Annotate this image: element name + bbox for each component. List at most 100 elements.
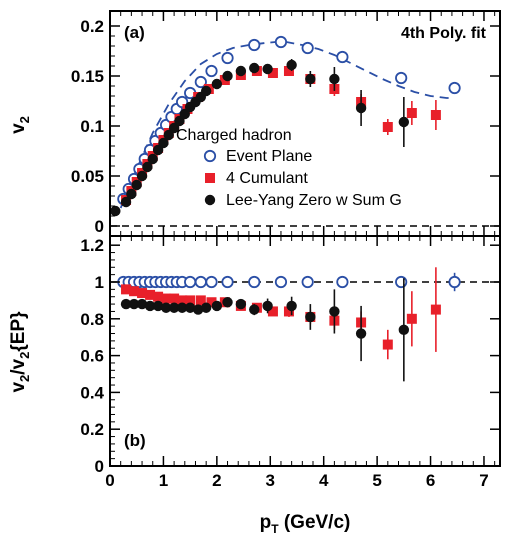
panel-a-event-plane-point bbox=[274, 35, 288, 49]
panel-b: 00.20.40.60.811.20 1 2 3 4 5 6 7 (b) v2/v2{EP} … bbox=[8, 235, 501, 536]
panel-a-lee-yang-zero-w-sum-g-point bbox=[222, 70, 233, 82]
panel-a-lee-yang-zero-w-sum-g-point bbox=[136, 170, 148, 182]
panel-b-event-plane-point bbox=[395, 275, 408, 289]
panel-a-4-cumulant-point bbox=[267, 68, 278, 78]
panel-a-4-cumulant-point bbox=[283, 66, 294, 76]
panel-b-4-cumulant-point bbox=[267, 306, 278, 317]
panel-b-lee-yang-zero-w-sum-g-point bbox=[262, 300, 273, 312]
panel-b-event-plane-point bbox=[448, 275, 461, 289]
panel-b-4-cumulant-point bbox=[406, 313, 417, 324]
panel-b-4-cumulant-point bbox=[283, 306, 294, 317]
panel-b-ylabel-end: {EP} bbox=[8, 311, 29, 352]
x-axis-label-sub: T bbox=[271, 522, 279, 536]
panel-a-event-plane-point bbox=[448, 81, 461, 95]
panel-b-lee-yang-zero-w-sum-g-point bbox=[235, 298, 247, 310]
panel-b-ytick-label: 1.2 bbox=[80, 236, 104, 255]
panel-a-event-plane-point bbox=[194, 75, 207, 89]
panel-a-ytick-label: 0.2 bbox=[80, 17, 104, 36]
panel-a-lee-yang-zero-w-sum-g-point bbox=[110, 205, 121, 217]
panel-b-xtick-label: 4 bbox=[319, 471, 329, 490]
panel-b-lee-yang-zero-w-sum-g-point bbox=[305, 311, 316, 323]
panel-b-lee-yang-zero-w-sum-g-point bbox=[398, 324, 410, 336]
panel-a-ytick-label: 0.05 bbox=[71, 167, 104, 186]
x-axis-label-main: p bbox=[260, 512, 272, 533]
panel-b-4-cumulant-point bbox=[121, 284, 132, 295]
panel-b-4-cumulant-point bbox=[161, 293, 172, 304]
panel-b-lee-yang-zero-w-sum-g-point bbox=[249, 304, 260, 315]
panel-b-event-plane-point bbox=[205, 275, 218, 289]
panel-b-4-cumulant-point bbox=[137, 288, 148, 299]
legend-label: Event Plane bbox=[226, 148, 312, 165]
panel-b-frame bbox=[109, 235, 501, 467]
panel-b-4-cumulant-point bbox=[185, 295, 196, 306]
x-axis-label-tail: (GeV/c) bbox=[279, 512, 351, 533]
panel-a-lee-yang-zero-w-sum-g-point bbox=[142, 161, 153, 173]
panel-b-ylabel-main: v bbox=[8, 382, 29, 393]
panel-b-lee-yang-zero-w-sum-g-point bbox=[222, 297, 233, 308]
panel-b-event-plane-point bbox=[221, 275, 234, 289]
panel-b-lee-yang-zero-w-sum-g-point bbox=[192, 304, 204, 315]
legend-marker-4-cumulant bbox=[205, 173, 215, 183]
panel-b-lee-yang-zero-w-sum-g-point bbox=[168, 302, 180, 313]
panel-a-lee-yang-zero-w-sum-g-point bbox=[147, 153, 158, 165]
panel-a-4-cumulant-point bbox=[382, 122, 393, 132]
panel-b-xtick-label: 6 bbox=[426, 471, 435, 490]
panel-b-event-plane-point bbox=[194, 275, 207, 289]
panel-a-lee-yang-zero-w-sum-g-point bbox=[398, 116, 410, 128]
panel-b-ylabel: v2/v2{EP} bbox=[8, 311, 32, 393]
panel-a-event-plane-point bbox=[301, 41, 314, 55]
panel-b-lee-yang-zero-w-sum-g-point bbox=[329, 306, 340, 317]
panel-a-label: (a) bbox=[124, 23, 145, 42]
panel-b-ylabel-sub: 2 bbox=[17, 375, 32, 382]
panel-b-lee-yang-zero-w-sum-g-point bbox=[152, 300, 164, 312]
panel-a: 0 0.05 0.1 0.15 0.2 (a) 4th Poly. fit v2 Cha… bbox=[8, 10, 501, 237]
panel-b-xtick-label: 5 bbox=[372, 471, 381, 490]
panel-b-data-marks bbox=[117, 267, 461, 382]
panel-a-lee-yang-zero-w-sum-g-point bbox=[329, 73, 340, 85]
panel-b-ytick-label: 1 bbox=[95, 273, 104, 292]
panel-a-lee-yang-zero-w-sum-g-point bbox=[286, 59, 297, 71]
panel-a-lee-yang-zero-w-sum-g-point bbox=[126, 188, 137, 200]
panel-a-4-cumulant-point bbox=[430, 110, 441, 120]
panel-b-ytick-label: 0.4 bbox=[80, 383, 104, 402]
panel-a-lee-yang-zero-w-sum-g-point bbox=[200, 85, 212, 97]
panel-a-event-plane-point bbox=[395, 71, 408, 85]
panel-a-lee-yang-zero-w-sum-g-point bbox=[262, 63, 273, 75]
panel-b-4-cumulant-point bbox=[145, 289, 156, 300]
panel-a-ylabel: v2 bbox=[8, 116, 32, 134]
panel-a-lee-yang-zero-w-sum-g-point bbox=[158, 137, 169, 149]
panel-a-lee-yang-zero-w-sum-g-point bbox=[249, 62, 260, 74]
panel-b-4-cumulant-point bbox=[382, 339, 393, 350]
panel-b-4-cumulant-point bbox=[206, 297, 217, 308]
legend-marker-event-plane bbox=[203, 149, 217, 163]
panel-a-lee-yang-zero-w-sum-g-point bbox=[235, 65, 247, 77]
legend-title: Charged hadron bbox=[176, 127, 292, 144]
panel-b-lee-yang-zero-w-sum-g-point bbox=[136, 298, 148, 310]
panel-b-lee-yang-zero-w-sum-g-point bbox=[286, 300, 297, 312]
panel-b-lee-yang-zero-w-sum-g-point bbox=[355, 328, 367, 339]
panel-b-ylabel-tail: /v bbox=[8, 358, 29, 374]
panel-b-event-plane-point bbox=[336, 275, 349, 289]
panel-b-xtick-label: 3 bbox=[266, 471, 275, 490]
legend-marker-lee-yang-zero-w-sum-g bbox=[204, 194, 216, 206]
panel-a-data-marks bbox=[110, 35, 461, 217]
panel-b-4-cumulant-point bbox=[430, 304, 441, 315]
panel-a-event-plane-point bbox=[221, 51, 234, 65]
panel-b-lee-yang-zero-w-sum-g-point bbox=[211, 300, 223, 312]
legend-label: Lee-Yang Zero w Sum G bbox=[226, 192, 402, 209]
panel-a-4-cumulant-point bbox=[406, 108, 417, 118]
panel-a-event-plane-point bbox=[248, 38, 261, 52]
panel-b-event-plane-point bbox=[301, 275, 314, 289]
panel-b-lee-yang-zero-w-sum-g-point bbox=[184, 302, 196, 313]
panel-a-ytick-label: 0 bbox=[95, 217, 104, 236]
legend: Charged hadron Event Plane 4 Cumulant Lee-… bbox=[176, 127, 402, 209]
panel-b-4-cumulant-point bbox=[169, 293, 180, 304]
panel-b-xtick-label: 7 bbox=[479, 471, 488, 490]
panel-b-xtick-label: 0 bbox=[105, 471, 114, 490]
panel-b-ytick-label: 0 bbox=[95, 457, 104, 476]
panel-a-event-plane-point bbox=[205, 64, 218, 78]
panel-b-lee-yang-zero-w-sum-g-point bbox=[120, 298, 132, 310]
panel-b-ytick-label: 0.8 bbox=[80, 310, 104, 329]
